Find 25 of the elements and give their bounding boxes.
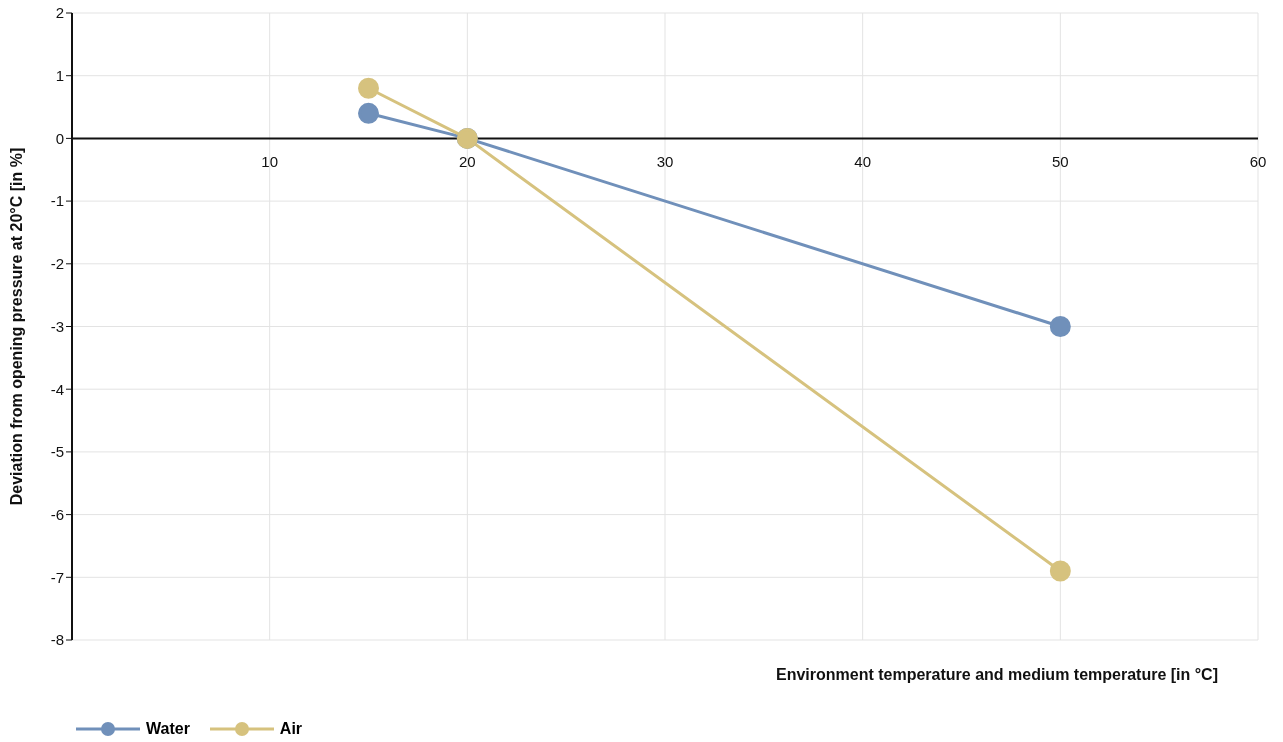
x-axis-title: Environment temperature and medium temperature [in °C]	[775, 666, 1218, 683]
y-tick-label: -8	[50, 631, 64, 649]
x-tick-label: 10	[261, 153, 279, 170]
y-tick-label: -7	[50, 568, 64, 586]
x-tick-label: 30	[656, 153, 674, 170]
y-tick-label: -3	[50, 317, 64, 335]
y-tick-label: 0	[55, 129, 64, 147]
x-tick-label: 40	[854, 153, 872, 170]
legend-label: Air	[279, 720, 303, 738]
x-tick-label: 20	[458, 153, 476, 170]
point	[1049, 560, 1071, 582]
y-tick-label: 1	[55, 67, 64, 85]
y-tick-label: -6	[50, 505, 64, 523]
point	[358, 77, 379, 99]
point	[358, 102, 379, 124]
legend-label: Water	[146, 720, 190, 738]
y-axis-title: Deviation from opening pressure at 20°C [in %]	[7, 147, 25, 506]
x-tick-label: 50	[1051, 153, 1069, 170]
x-tick-label: 60	[1249, 153, 1267, 170]
point	[1049, 316, 1071, 337]
y-tick-label: -4	[50, 380, 64, 398]
y-tick-label: 2	[55, 4, 64, 22]
y-tick-label: -5	[50, 443, 64, 461]
y-tick-label: -1	[50, 192, 64, 210]
y-tick-label: -2	[50, 255, 64, 273]
